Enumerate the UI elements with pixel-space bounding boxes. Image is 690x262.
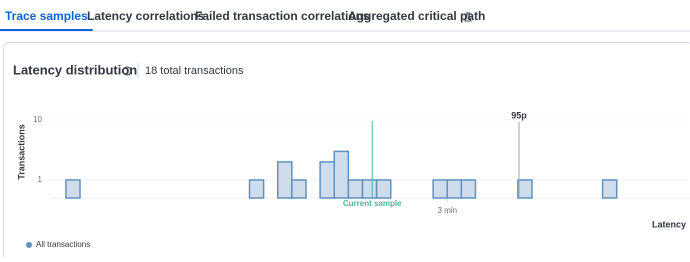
legend-swatch	[26, 242, 32, 248]
histogram-bar	[334, 151, 348, 198]
x-axis-label: Latency	[652, 219, 686, 229]
histogram-bar	[433, 180, 447, 198]
y-tick-label: 10	[33, 115, 42, 124]
active-tab-indicator	[0, 29, 93, 31]
histogram-bar	[447, 180, 461, 198]
histogram-bar	[66, 180, 80, 198]
histogram-bar	[461, 180, 475, 198]
panel-title: Latency distribution	[13, 62, 137, 77]
histogram-bar	[292, 180, 306, 198]
tab[interactable]: Trace samples	[5, 9, 88, 23]
histogram-bar	[278, 162, 292, 198]
y-tick-label: 1	[38, 175, 43, 184]
histogram-bar	[603, 180, 617, 198]
x-tick-label: 3 min	[437, 206, 457, 215]
histogram-bar	[348, 180, 362, 198]
histogram-bar	[320, 162, 334, 198]
tab[interactable]: Failed transaction correlations	[195, 9, 370, 23]
y-axis-label: Transactions	[16, 124, 26, 180]
tab[interactable]: Aggregated critical path	[348, 9, 485, 23]
legend-label: All transactions	[36, 240, 90, 249]
annotation-label: 95p	[511, 110, 527, 120]
histogram-bar	[518, 180, 532, 198]
histogram-bar	[377, 180, 391, 198]
tab[interactable]: Latency correlations	[87, 9, 205, 23]
summary: 18 total transactions	[145, 65, 244, 77]
annotation-label: Current sample	[343, 199, 402, 208]
histogram-bar	[362, 180, 376, 198]
histogram-bar	[250, 180, 264, 198]
